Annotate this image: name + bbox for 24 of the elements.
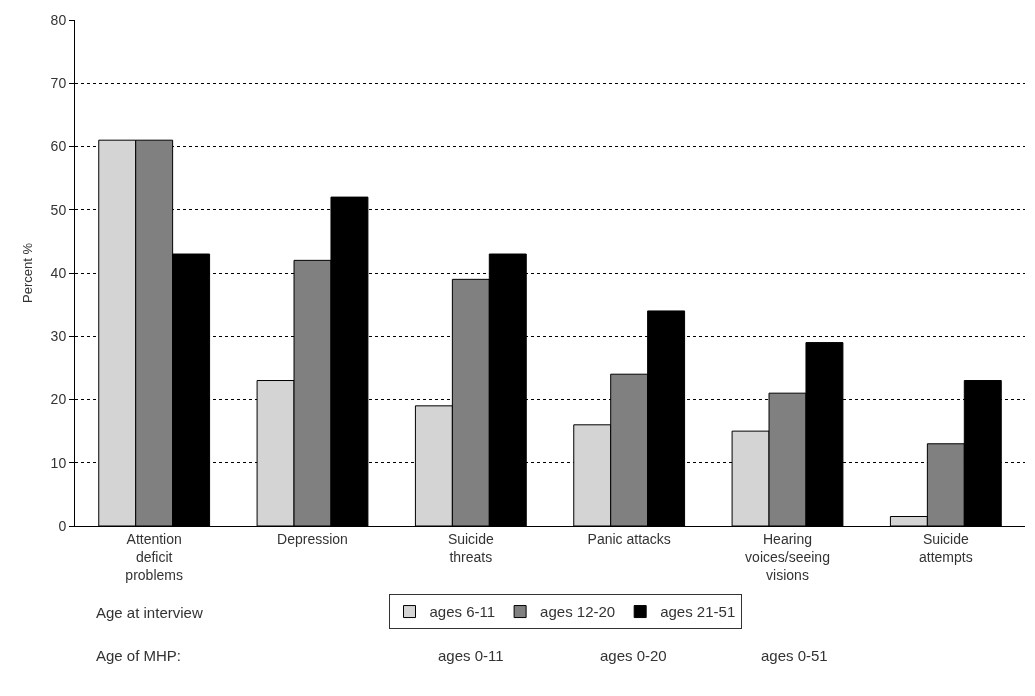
legend-title: Age at interview bbox=[96, 604, 203, 621]
y-tick-label: 10 bbox=[50, 454, 67, 471]
y-tick-label: 70 bbox=[50, 75, 67, 92]
legend-label: ages 6-11 bbox=[429, 603, 496, 621]
x-tick-label: Suicide attempts bbox=[918, 530, 973, 565]
text: ages 0-51 bbox=[761, 647, 828, 664]
y-tick-label: 0 bbox=[58, 517, 67, 534]
y-tick-label: 60 bbox=[50, 138, 67, 155]
text: ages 0-20 bbox=[600, 647, 667, 664]
legend-label: ages 12-20 bbox=[540, 603, 616, 621]
y-tick-label: 80 bbox=[50, 11, 67, 28]
x-tick-label: Panic attacks bbox=[587, 530, 671, 547]
text: Age of MHP: bbox=[96, 647, 182, 664]
legend-label: ages 21-51 bbox=[660, 603, 736, 621]
y-axis-title: Percent % bbox=[19, 242, 35, 303]
x-tick-label: Suicide threats bbox=[447, 530, 494, 565]
x-tick-label: Hearing voices/seeing visions bbox=[745, 530, 830, 584]
y-tick-label: 50 bbox=[50, 201, 67, 218]
x-tick-label: Attention deficit problems bbox=[125, 530, 183, 584]
text: ages 0-11 bbox=[438, 647, 504, 664]
x-tick-label: Depression bbox=[277, 530, 348, 547]
y-tick-label: 40 bbox=[50, 264, 67, 281]
y-tick-label: 30 bbox=[50, 328, 67, 345]
y-tick-label: 20 bbox=[50, 391, 67, 408]
